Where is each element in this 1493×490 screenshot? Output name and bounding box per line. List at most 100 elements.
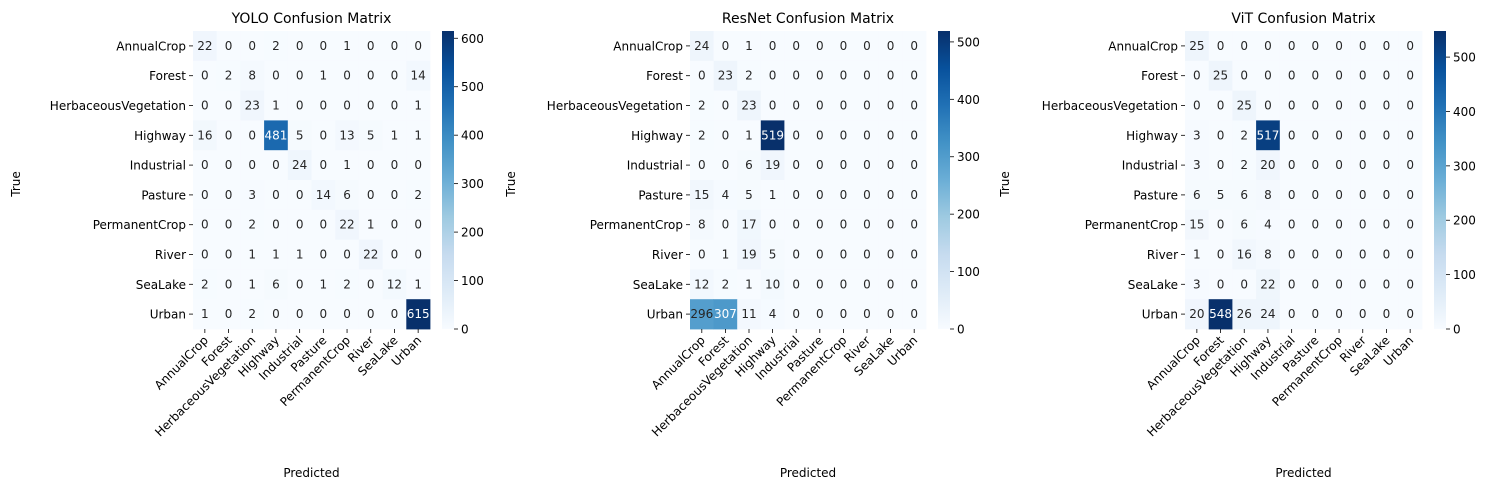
cell-value: 0 [1383,307,1391,321]
heatmap-cell [1232,239,1257,270]
cell-value: 0 [1288,99,1296,113]
heatmap-cell [216,299,241,330]
colorbar-tick-label: 200 [957,208,980,222]
cell-value: 307 [714,307,737,321]
heatmap-cell [784,299,809,330]
cell-value: 0 [1312,39,1320,53]
cell-value: 0 [863,248,871,262]
heatmap-cell [1398,180,1423,211]
heatmap-cell [1374,239,1399,270]
cell-value: 0 [863,99,871,113]
cell-value: 0 [769,39,777,53]
heatmap-cell [808,239,832,270]
cell-value: 0 [792,307,800,321]
heatmap-cell [193,120,218,151]
cell-value: 0 [887,69,895,83]
cell-value: 0 [343,69,351,83]
heatmap-cell [1208,31,1233,62]
heatmap-cell [1303,239,1328,270]
heatmap-cell [311,60,336,91]
cell-value: 0 [201,99,209,113]
cell-value: 20 [1189,307,1204,321]
cell-value: 0 [343,99,351,113]
heatmap-cell [216,209,241,240]
cell-value: 0 [910,218,918,232]
heatmap-cell [1232,269,1257,300]
cell-value: 0 [391,158,399,172]
cell-value: 1 [769,188,777,202]
heatmap-cell [831,180,856,211]
cell-value: 0 [367,188,375,202]
cell-value: 6 [1193,188,1201,202]
cell-value: 2 [1240,128,1248,142]
cell-value: 0 [1288,39,1296,53]
colorbar-tick-label: 600 [461,32,484,46]
cell-value: 1 [343,39,351,53]
heatmap-cell [855,31,880,62]
heatmap-cell [358,60,383,91]
heatmap-cell [760,269,785,300]
x-axis-label: Predicted [780,466,836,480]
heatmap-cell [406,31,431,62]
heatmap-cell [240,31,265,62]
heatmap-cell [193,239,218,270]
colorbar-tick-label: 100 [1453,268,1476,282]
cell-value: 0 [1193,69,1201,83]
colorbar-tick-label: 400 [461,129,484,143]
y-tick-label: Forest [1141,69,1178,83]
cell-value: 0 [1406,158,1414,172]
cell-value: 25 [1213,69,1228,83]
cell-value: 0 [840,188,848,202]
heatmap-cell [808,150,832,181]
cell-value: 2 [248,218,256,232]
y-tick-label: HerbaceousVegetation [1042,99,1178,113]
heatmap-cell [240,120,265,151]
heatmap-cell [1398,90,1423,121]
heatmap-cell [311,180,336,211]
cell-value: 17 [741,218,756,232]
cell-value: 0 [1264,39,1272,53]
heatmap-cell [1256,299,1281,330]
cell-value: 13 [339,128,354,142]
cell-value: 0 [1383,128,1391,142]
cell-value: 0 [722,99,730,113]
heatmap-cell [382,120,407,151]
heatmap-cell [287,239,312,270]
heatmap-cell [878,209,903,240]
heatmap-cell [737,299,762,330]
heatmap-cell [264,90,289,121]
heatmap-cell [831,60,856,91]
heatmap-cell [1303,150,1328,181]
heatmap-cell [1279,60,1304,91]
cell-value: 0 [1288,69,1296,83]
heatmap-cell [1185,31,1210,62]
cell-value: 0 [910,158,918,172]
heatmap-cell [216,31,241,62]
cell-value: 0 [225,188,233,202]
heatmap-cell [311,90,336,121]
heatmap-cell [713,120,738,151]
heatmap-cell [760,299,785,330]
cell-value: 19 [765,158,780,172]
y-tick-label: AnnualCrop [613,39,683,53]
cell-value: 1 [745,128,753,142]
heatmap-cell [737,180,762,211]
cell-value: 11 [741,307,756,321]
heatmap-cell [335,299,360,330]
heatmap-cell [831,269,856,300]
cell-value: 0 [910,188,918,202]
heatmap-cell [264,31,289,62]
heatmap-cell [1185,150,1210,181]
cell-value: 0 [414,39,422,53]
heatmap-cell [1185,90,1210,121]
colorbar-tick-label: 0 [461,323,469,337]
heatmap-cell [1327,269,1352,300]
heatmap-cell [831,31,856,62]
heatmap-cell [1350,269,1375,300]
heatmap-cell [902,180,927,211]
cell-value: 0 [272,307,280,321]
cell-value: 0 [1335,188,1343,202]
cell-value: 0 [1312,307,1320,321]
cell-value: 24 [1260,307,1275,321]
heatmap-cell [358,180,383,211]
